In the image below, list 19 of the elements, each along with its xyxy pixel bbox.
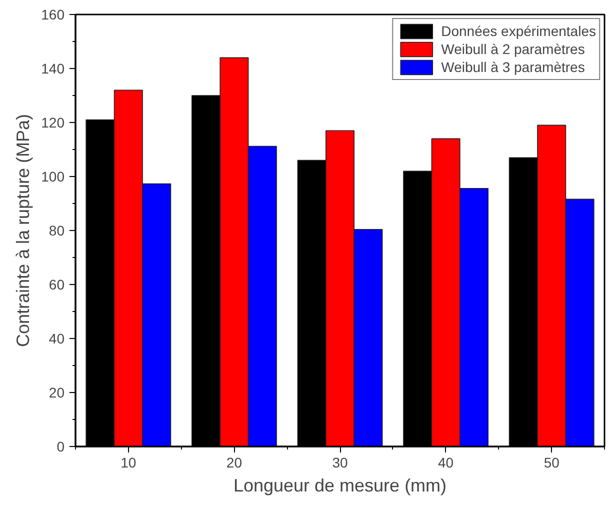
x-axis-title: Longueur de mesure (mm) bbox=[233, 476, 447, 496]
y-tick-label: 80 bbox=[48, 222, 65, 238]
y-tick-label: 0 bbox=[56, 438, 65, 454]
y-tick-label: 140 bbox=[41, 60, 65, 76]
y-tick-label: 120 bbox=[41, 114, 65, 130]
x-tick-label: 20 bbox=[226, 454, 242, 470]
y-tick-label: 60 bbox=[48, 276, 65, 292]
y-tick-label: 100 bbox=[41, 168, 65, 184]
y-axis-title: Contrainte à la rupture (MPa) bbox=[13, 114, 34, 348]
x-tick-label: 50 bbox=[544, 454, 560, 470]
legend-label: Weibull à 2 paramètres bbox=[441, 40, 585, 58]
legend-label: Weibull à 3 paramètres bbox=[441, 58, 585, 76]
x-tick-label: 30 bbox=[332, 454, 348, 470]
x-tick-label: 10 bbox=[120, 454, 136, 470]
x-tick-label: 40 bbox=[438, 454, 454, 470]
y-tick-label: 160 bbox=[41, 6, 65, 22]
legend-label: Données expérimentales bbox=[441, 22, 596, 40]
y-tick-label: 40 bbox=[48, 330, 65, 346]
y-tick-label: 20 bbox=[48, 384, 65, 400]
